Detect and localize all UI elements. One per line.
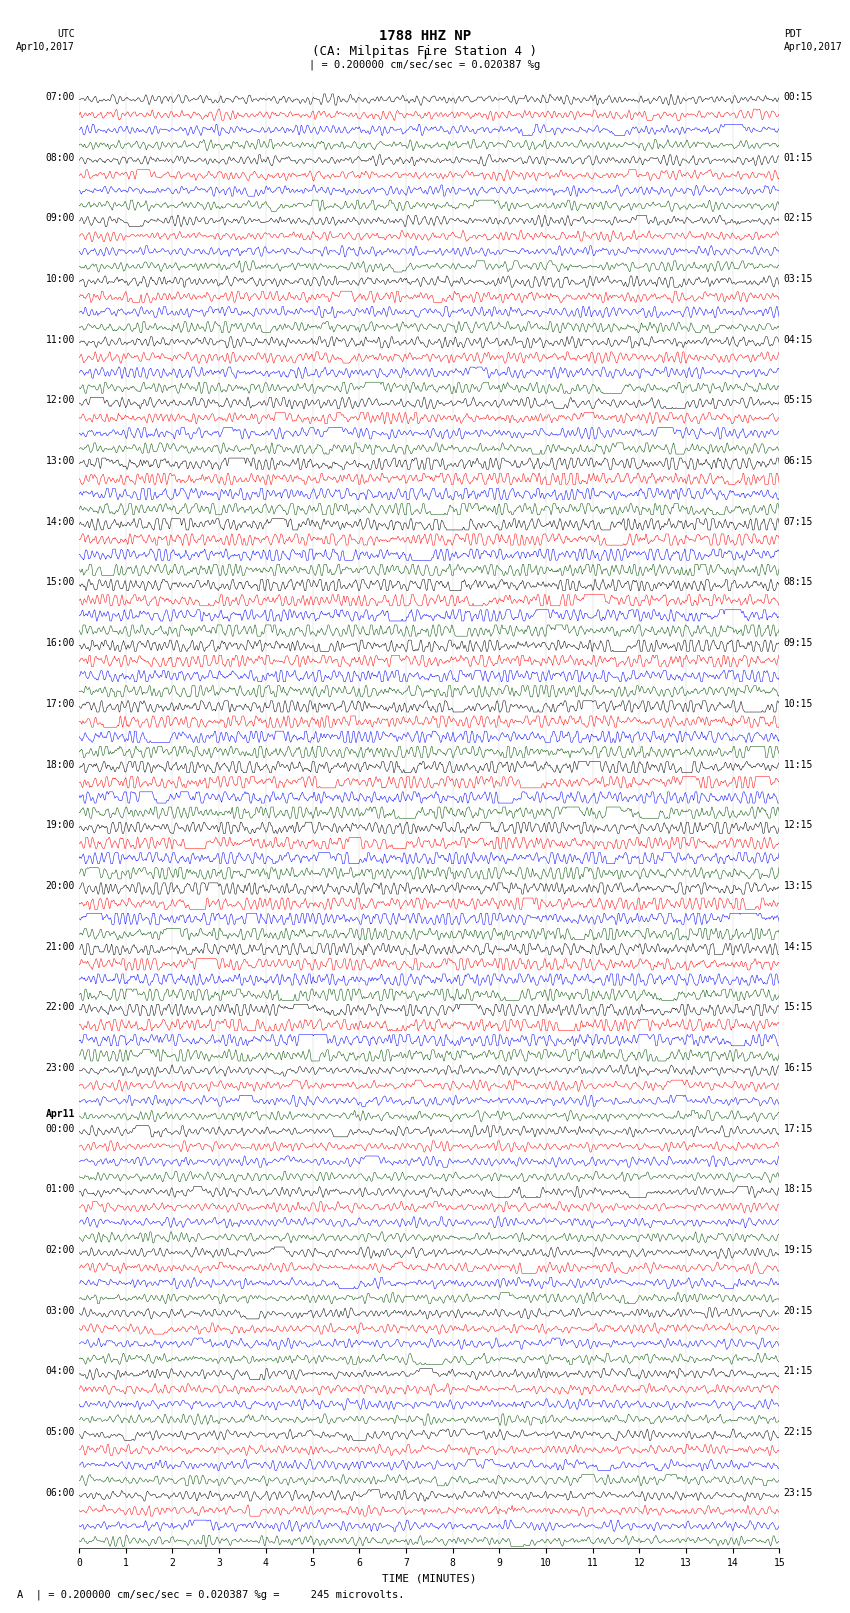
Text: 21:15: 21:15 [784, 1366, 813, 1376]
Text: 17:00: 17:00 [45, 698, 75, 708]
Text: 18:15: 18:15 [784, 1184, 813, 1194]
Text: 1788 HHZ NP: 1788 HHZ NP [379, 29, 471, 44]
Text: 07:00: 07:00 [45, 92, 75, 102]
Text: Apr10,2017: Apr10,2017 [784, 42, 842, 52]
Text: 14:15: 14:15 [784, 942, 813, 952]
Text: 03:15: 03:15 [784, 274, 813, 284]
Text: 05:15: 05:15 [784, 395, 813, 405]
Text: 23:15: 23:15 [784, 1487, 813, 1498]
Text: 01:15: 01:15 [784, 153, 813, 163]
Text: UTC: UTC [57, 29, 75, 39]
Text: 16:15: 16:15 [784, 1063, 813, 1073]
Text: 21:00: 21:00 [45, 942, 75, 952]
Text: 07:15: 07:15 [784, 516, 813, 527]
Text: 02:00: 02:00 [45, 1245, 75, 1255]
Text: | = 0.200000 cm/sec/sec = 0.020387 %g: | = 0.200000 cm/sec/sec = 0.020387 %g [309, 60, 541, 71]
Text: 16:00: 16:00 [45, 639, 75, 648]
Text: 08:15: 08:15 [784, 577, 813, 587]
Text: 08:00: 08:00 [45, 153, 75, 163]
Text: Apr11: Apr11 [45, 1108, 75, 1119]
Text: 18:00: 18:00 [45, 760, 75, 769]
Text: 00:15: 00:15 [784, 92, 813, 102]
Text: 10:15: 10:15 [784, 698, 813, 708]
Text: 19:00: 19:00 [45, 821, 75, 831]
Text: 05:00: 05:00 [45, 1428, 75, 1437]
Text: 22:15: 22:15 [784, 1428, 813, 1437]
Text: 11:00: 11:00 [45, 336, 75, 345]
Text: 00:00: 00:00 [45, 1124, 75, 1134]
Text: 01:00: 01:00 [45, 1184, 75, 1194]
Text: 12:00: 12:00 [45, 395, 75, 405]
Text: 09:15: 09:15 [784, 639, 813, 648]
Text: 23:00: 23:00 [45, 1063, 75, 1073]
Text: Apr10,2017: Apr10,2017 [16, 42, 75, 52]
Text: 22:00: 22:00 [45, 1002, 75, 1013]
Text: 19:15: 19:15 [784, 1245, 813, 1255]
Text: PDT: PDT [784, 29, 802, 39]
Text: 17:15: 17:15 [784, 1124, 813, 1134]
Text: 15:15: 15:15 [784, 1002, 813, 1013]
Text: 06:15: 06:15 [784, 456, 813, 466]
Text: 06:00: 06:00 [45, 1487, 75, 1498]
Text: 03:00: 03:00 [45, 1307, 75, 1316]
Text: 04:00: 04:00 [45, 1366, 75, 1376]
Text: 14:00: 14:00 [45, 516, 75, 527]
Text: 20:15: 20:15 [784, 1307, 813, 1316]
Text: 10:00: 10:00 [45, 274, 75, 284]
Text: 09:00: 09:00 [45, 213, 75, 223]
Text: 04:15: 04:15 [784, 336, 813, 345]
Text: A  | = 0.200000 cm/sec/sec = 0.020387 %g =     245 microvolts.: A | = 0.200000 cm/sec/sec = 0.020387 %g … [17, 1589, 405, 1600]
Text: 13:00: 13:00 [45, 456, 75, 466]
X-axis label: TIME (MINUTES): TIME (MINUTES) [382, 1574, 477, 1584]
Text: 11:15: 11:15 [784, 760, 813, 769]
Text: 20:00: 20:00 [45, 881, 75, 890]
Text: (CA: Milpitas Fire Station 4 ): (CA: Milpitas Fire Station 4 ) [313, 45, 537, 58]
Text: 02:15: 02:15 [784, 213, 813, 223]
Text: 13:15: 13:15 [784, 881, 813, 890]
Text: 15:00: 15:00 [45, 577, 75, 587]
Text: 12:15: 12:15 [784, 821, 813, 831]
